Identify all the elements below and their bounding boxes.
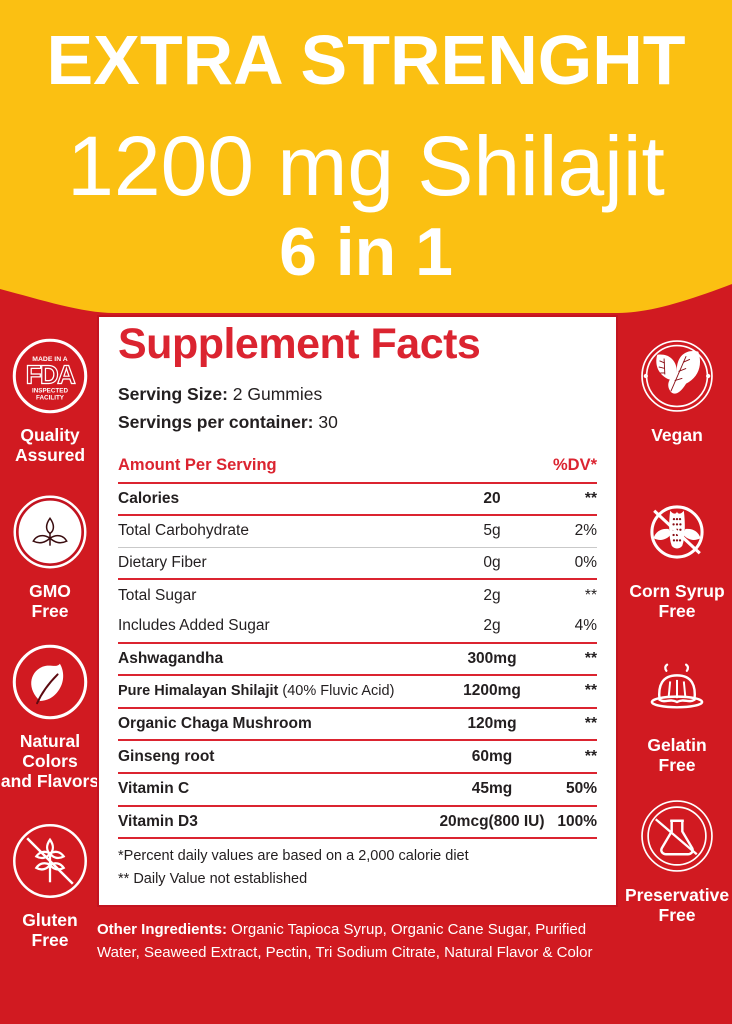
- svg-text:FACILITY: FACILITY: [36, 395, 65, 402]
- svg-text:FDA: FDA: [26, 362, 75, 390]
- svg-text:INSPECTED: INSPECTED: [32, 388, 68, 395]
